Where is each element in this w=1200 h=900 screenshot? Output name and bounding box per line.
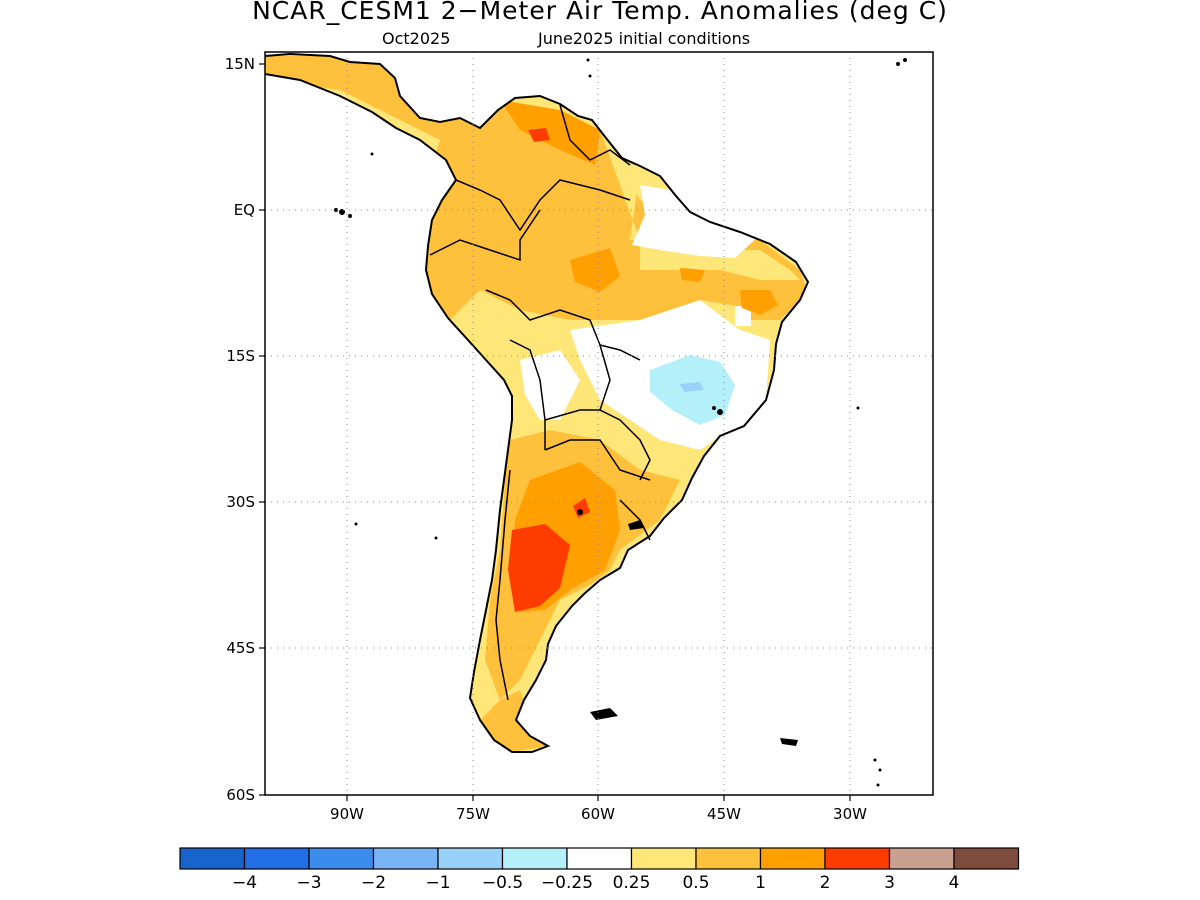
colorbar-label: 0.25 [613,873,651,893]
lat-tick-label: EQ [234,201,255,219]
map-title: NCAR_CESM1 2−Meter Air Temp. Anomalies (… [252,0,948,25]
lat-tick-label: 60S [226,786,255,804]
colorbar-swatch [501,847,568,870]
colorbar-swatch [630,847,697,870]
latitude-axis-labels: 15N EQ 15S 30S 45S 60S [225,55,255,804]
colorbar-swatch [824,847,891,870]
colorbar-swatch [243,847,310,870]
colorbar-label: −0.5 [482,873,523,893]
colorbar-label: 0.5 [682,873,709,893]
lon-tick-label: 30W [833,805,867,823]
colorbar-label: 3 [884,873,895,893]
lon-tick-label: 45W [707,805,741,823]
colorbar-label: 4 [949,873,960,893]
lat-tick-label: 45S [226,639,255,657]
lon-tick-label: 75W [456,805,490,823]
colorbar-label: −3 [296,873,321,893]
country-borders [429,104,651,701]
lat-tick-label: 15S [226,347,255,365]
colorbar: −4 −3 −2 −1 −0.5 −0.25 0.25 0.5 1 2 3 4 [179,847,1020,893]
colorbar-label: −4 [232,873,257,893]
tick-marks [259,63,851,801]
colorbar-swatch [888,847,955,870]
subtitle-initial-conditions: June2025 initial conditions [538,29,751,48]
colorbar-label: 1 [755,873,766,893]
colorbar-swatch [566,847,633,870]
colorbar-swatch [695,847,762,870]
colorbar-label: −1 [425,873,450,893]
colorbar-label: −0.25 [541,873,593,893]
plot-area [259,51,934,801]
map-frame [264,51,934,796]
colorbar-swatch [953,847,1020,870]
longitude-axis-labels: 90W 75W 60W 45W 30W [330,805,867,823]
colorbar-swatch [437,847,504,870]
subtitle-month: Oct2025 [382,29,451,48]
coastline [264,52,810,753]
colorbar-label: −2 [361,873,386,893]
colorbar-swatch [179,847,246,870]
colorbar-swatch [308,847,375,870]
lon-tick-label: 90W [330,805,364,823]
lon-tick-label: 60W [581,805,615,823]
colorbar-swatch [372,847,439,870]
lat-tick-label: 15N [225,55,255,73]
islands [334,58,907,787]
colorbar-label: 2 [820,873,831,893]
lat-tick-label: 30S [226,493,255,511]
colorbar-swatch [759,847,826,870]
